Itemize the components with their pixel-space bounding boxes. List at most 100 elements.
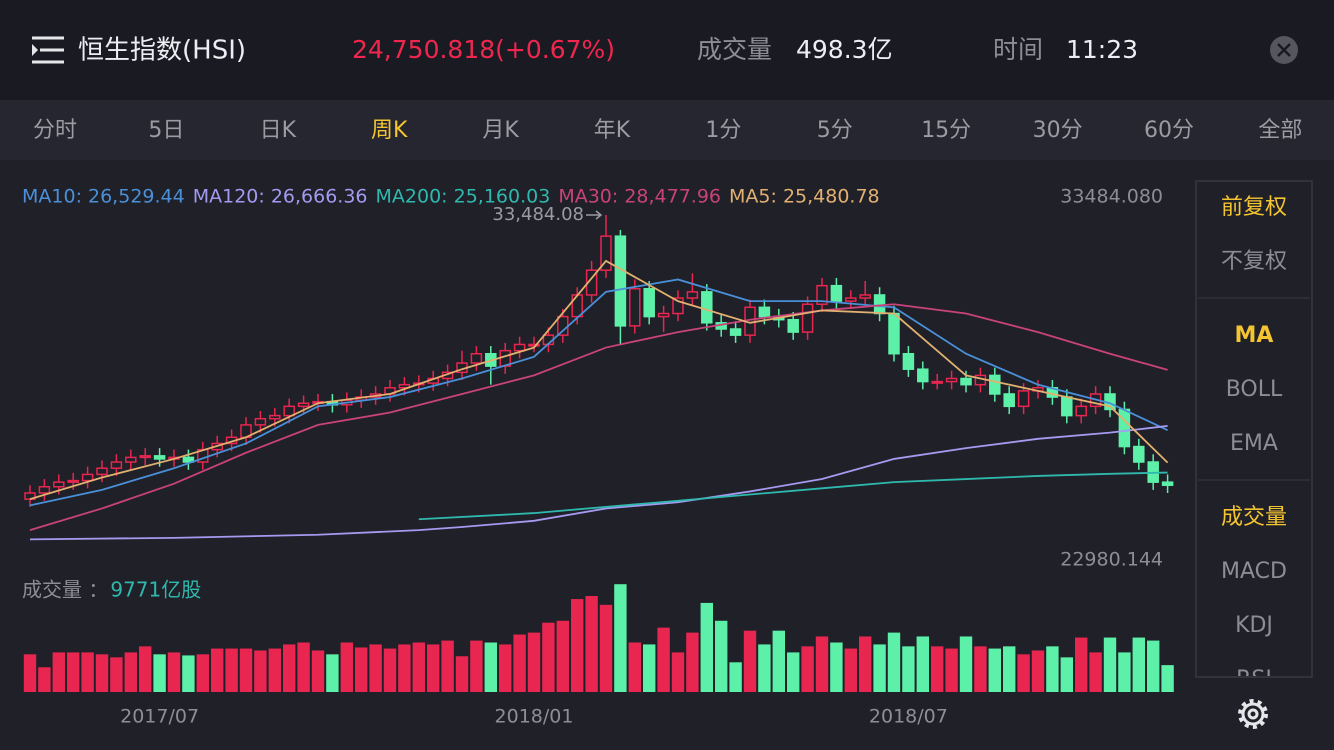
ma-line [29, 303, 1168, 531]
candle-body [917, 368, 929, 383]
volume-bar [916, 636, 929, 692]
candle-body [398, 383, 411, 389]
candle-body [53, 481, 65, 488]
candle-body [470, 352, 483, 364]
volume-bar [815, 636, 829, 692]
volume-bar [254, 650, 267, 692]
time-label: 时间 [993, 35, 1043, 64]
volume-bar [23, 654, 37, 692]
candle-body [67, 479, 79, 483]
volume-bar [1147, 640, 1160, 692]
volume-bar [1103, 637, 1117, 692]
volume-bar [1060, 657, 1073, 692]
sidebar-option[interactable]: KDJ [1235, 613, 1273, 638]
index-price: 24,750.818(+0.67%) [352, 35, 615, 64]
volume-bar [1118, 652, 1131, 692]
sidebar-option[interactable]: MA [1235, 323, 1274, 348]
volume-bar [225, 648, 238, 692]
volume-bar [643, 644, 656, 692]
sidebar-option[interactable]: EMA [1230, 431, 1278, 456]
sidebar-option[interactable]: 不复权 [1221, 249, 1287, 274]
volume-bar [124, 652, 137, 692]
candle-body [283, 405, 295, 417]
volume-bar [772, 630, 785, 692]
volume-bar [182, 655, 195, 692]
ma-line [29, 278, 1168, 507]
candle-body [153, 455, 166, 460]
candle-body [859, 294, 871, 299]
candle-body [787, 318, 799, 333]
tab[interactable]: 年K [594, 118, 631, 143]
sidebar-option[interactable]: 成交量 [1221, 505, 1287, 530]
gear-ring [1241, 702, 1265, 726]
tab[interactable]: 月K [482, 118, 519, 143]
volume-bar [988, 648, 1001, 692]
candle-body [945, 377, 958, 383]
volume-bar [585, 596, 598, 692]
volume-bar [398, 644, 411, 692]
volume-bar [153, 654, 166, 692]
candle-body [816, 284, 828, 305]
volume-bar [686, 632, 699, 692]
volume-bar [340, 642, 353, 692]
candle-body [1161, 481, 1174, 486]
candle-body [801, 303, 814, 333]
volume-bar [974, 646, 987, 692]
volume-bar [571, 599, 584, 692]
close-button[interactable] [1270, 36, 1298, 64]
tab[interactable]: 日K [260, 118, 297, 143]
candle-body [830, 284, 843, 302]
tab[interactable]: 周K [371, 118, 408, 143]
gear-teeth [1238, 699, 1268, 729]
volume-bar [513, 634, 526, 692]
time-value: 11:23 [1066, 35, 1138, 64]
sidebar-option[interactable]: BOLL [1226, 377, 1283, 402]
volume-bar [556, 620, 569, 692]
candle-body [931, 380, 943, 384]
volume-bar [959, 636, 973, 692]
candle-body [888, 312, 900, 355]
tab[interactable]: 5分 [817, 118, 853, 143]
volume-bar [1089, 652, 1102, 692]
sidebar-option[interactable]: 前复权 [1221, 195, 1287, 220]
volume-bar [527, 632, 541, 692]
tab[interactable]: 全部 [1258, 118, 1302, 143]
sidebar-option[interactable]: MACD [1221, 559, 1287, 584]
candle-body [1118, 408, 1131, 448]
tab[interactable]: 5日 [148, 118, 184, 143]
volume-bar [81, 652, 94, 692]
candle-body [557, 315, 569, 336]
candle-body [38, 486, 51, 494]
volume-bar [859, 636, 872, 692]
volume-bar [355, 647, 368, 692]
candle-body [96, 467, 108, 476]
volume-bar [902, 646, 915, 692]
settings-icon[interactable] [1238, 699, 1268, 729]
menu-icon[interactable] [32, 36, 64, 64]
volume-bar [455, 656, 469, 692]
volume-value: 498.3亿 [796, 35, 893, 64]
legend-entry: MA5: 25,480.78 [729, 186, 880, 208]
tab[interactable]: 1分 [705, 118, 741, 143]
legend-entry: MA30: 28,477.96 [558, 186, 721, 208]
candle-body [729, 328, 742, 336]
tab[interactable]: 分时 [33, 118, 77, 143]
volume-bar [657, 627, 670, 692]
tab[interactable]: 15分 [921, 118, 971, 143]
header-bar [0, 0, 1334, 100]
volume-bar [743, 630, 757, 692]
volume-bar [311, 650, 325, 692]
tab[interactable]: 30分 [1033, 118, 1083, 143]
candle-body [643, 288, 655, 318]
volume-bar [326, 654, 339, 692]
volume-bar [369, 644, 382, 692]
sidebar-option[interactable]: RSI [1236, 667, 1272, 692]
volume-bar [945, 648, 958, 692]
volume-bar [671, 652, 685, 692]
candle-body [269, 414, 281, 420]
tab[interactable]: 60分 [1144, 118, 1194, 143]
max-arrow [586, 210, 603, 220]
tab-bar [0, 100, 1334, 160]
volume-bar [801, 646, 814, 692]
